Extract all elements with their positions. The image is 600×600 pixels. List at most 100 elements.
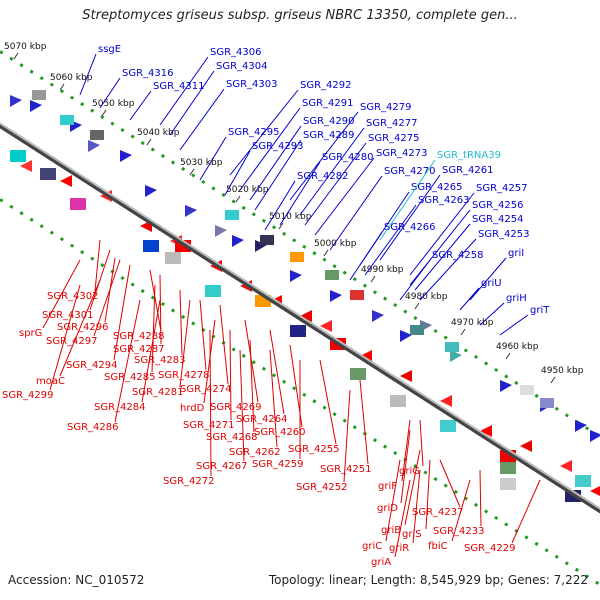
gene-label-sgr-4257[interactable]: SGR_4257 (476, 183, 528, 194)
gene-label-sgr-4260[interactable]: SGR_4260 (254, 427, 306, 438)
gene-label-sgr-4266[interactable]: SGR_4266 (384, 222, 436, 233)
gene-label-sgr-4264[interactable]: SGR_4264 (236, 414, 288, 425)
gene-label-sgr-4286[interactable]: SGR_4286 (67, 422, 119, 433)
scale-tick (101, 109, 107, 117)
leader-line (314, 157, 375, 236)
gene-label-sgr-4290[interactable]: SGR_4290 (303, 116, 355, 127)
gene-label-sgr-4304[interactable]: SGR_4304 (216, 61, 268, 72)
reverse-gene-block (60, 175, 72, 187)
gene-label-grid[interactable]: griD (377, 503, 398, 514)
gene-label-sgr-4267[interactable]: SGR_4267 (196, 461, 248, 472)
gene-label-sgr-4262[interactable]: SGR_4262 (229, 447, 281, 458)
gene-label-grih[interactable]: griH (506, 293, 527, 304)
forward-feature-rect (90, 130, 104, 140)
gene-label-sgr-4285[interactable]: SGR_4285 (104, 372, 156, 383)
gene-label-fbic[interactable]: fbiC (428, 541, 448, 552)
gene-label-sgr-4288[interactable]: SGR_4288 (113, 331, 165, 342)
gene-label-sgr-4255[interactable]: SGR_4255 (288, 444, 340, 455)
gene-label-grii[interactable]: griI (508, 248, 524, 259)
gene-label-sgr-4273[interactable]: SGR_4273 (376, 148, 428, 159)
gene-label-sgr-4233[interactable]: SGR_4233 (433, 526, 485, 537)
leader-line (385, 459, 401, 542)
gene-label-sgr-4296[interactable]: SGR_4296 (57, 322, 109, 333)
gene-label-sgr-4237[interactable]: SGR_4237 (412, 507, 464, 518)
gene-label-sgr-4278[interactable]: SGR_4278 (158, 370, 210, 381)
gene-label-sgr-4295[interactable]: SGR_4295 (228, 127, 280, 138)
leader-line (229, 89, 299, 176)
gene-label-grif[interactable]: griF (378, 481, 397, 492)
gene-label-sgr-4261[interactable]: SGR_4261 (442, 165, 494, 176)
gene-label-sgr-4275[interactable]: SGR_4275 (368, 133, 420, 144)
gene-label-hrdd[interactable]: hrdD (180, 403, 205, 414)
gene-label-sgr-4279[interactable]: SGR_4279 (360, 102, 412, 113)
gene-label-sgr-4293[interactable]: SGR_4293 (252, 141, 304, 152)
track-boundary-line (0, 197, 600, 587)
leader-line (401, 419, 411, 482)
forward-gene-block (185, 205, 197, 217)
gene-label-sgr-4270[interactable]: SGR_4270 (384, 166, 436, 177)
axis-shadow (0, 122, 600, 514)
gene-label-sgr-4229[interactable]: SGR_4229 (464, 543, 516, 554)
gene-label-sgr-4292[interactable]: SGR_4292 (300, 80, 352, 91)
gene-label-sgr-4251[interactable]: SGR_4251 (320, 464, 372, 475)
gene-label-sgr-4289[interactable]: SGR_4289 (303, 130, 355, 141)
gene-label-sgr-4268[interactable]: SGR_4268 (206, 432, 258, 443)
gene-features (10, 90, 600, 502)
gene-label-sgr-4254[interactable]: SGR_4254 (472, 214, 524, 225)
leader-line (203, 319, 216, 404)
gene-label-sgr-4265[interactable]: SGR_4265 (411, 182, 463, 193)
gene-label-grig[interactable]: griG (399, 466, 420, 477)
gene-label-sgr-4299[interactable]: SGR_4299 (2, 390, 54, 401)
gene-label-gria[interactable]: griA (371, 557, 391, 568)
gene-label-sgr-4252[interactable]: SGR_4252 (296, 482, 348, 493)
gene-label-sgr-4287[interactable]: SGR_4287 (113, 344, 165, 355)
gene-label-sgr-4277[interactable]: SGR_4277 (366, 118, 418, 129)
gene-label-gris[interactable]: griS (402, 529, 422, 540)
gene-label-sgr-4311[interactable]: SGR_4311 (153, 81, 205, 92)
gene-label-sgr-4281[interactable]: SGR_4281 (132, 387, 184, 398)
gene-label-gric[interactable]: griC (362, 541, 382, 552)
gene-label-griu[interactable]: griU (481, 278, 502, 289)
gene-label-sgr-4271[interactable]: SGR_4271 (183, 420, 235, 431)
gene-label-sgr-4258[interactable]: SGR_4258 (432, 250, 484, 261)
gene-label-sprg[interactable]: sprG (19, 328, 42, 339)
reverse-feature-rect (70, 198, 86, 210)
leader-line (479, 302, 505, 326)
gene-label-sgr-4283[interactable]: SGR_4283 (134, 355, 186, 366)
gene-label-grit[interactable]: griT (530, 305, 550, 316)
gene-label-sgr-4272[interactable]: SGR_4272 (163, 476, 215, 487)
gene-label-sgr-4269[interactable]: SGR_4269 (210, 402, 262, 413)
map-title: Streptomyces griseus subsp. griseus NBRC… (82, 8, 518, 23)
gene-label-sgr-4291[interactable]: SGR_4291 (302, 98, 354, 109)
forward-gene-labels[interactable]: ssgE SGR_4316 SGR_4306 SGR_4304 SGR_4311 SGR_… (79, 44, 550, 336)
gene-label-ssge[interactable]: ssgE (98, 44, 121, 55)
scale-label-5000-kbp: 5000 kbp (314, 239, 357, 249)
reverse-gene-block (320, 320, 332, 332)
gene-label-sgr-4263[interactable]: SGR_4263 (418, 195, 470, 206)
gene-label-moac[interactable]: moaC (36, 376, 65, 387)
gene-label-sgr-4256[interactable]: SGR_4256 (472, 200, 524, 211)
gene-label-sgr-4301[interactable]: SGR_4301 (42, 310, 94, 321)
gene-label-sgr-4284[interactable]: SGR_4284 (94, 402, 146, 413)
gene-label-grir[interactable]: griR (389, 543, 409, 554)
gene-label-sgr-4306[interactable]: SGR_4306 (210, 47, 262, 58)
scale-label-5010-kbp: 5010 kbp (269, 212, 312, 222)
gene-label-sgr-trna39[interactable]: SGR_tRNA39 (437, 150, 501, 161)
gene-label-sgr-4302[interactable]: SGR_4302 (47, 291, 99, 302)
gene-label-sgr-4316[interactable]: SGR_4316 (122, 68, 174, 79)
gene-label-sgr-4297[interactable]: SGR_4297 (46, 336, 98, 347)
gene-label-sgr-4253[interactable]: SGR_4253 (478, 229, 530, 240)
leader-line (59, 279, 101, 377)
gene-label-grib[interactable]: griB (381, 525, 401, 536)
gene-label-sgr-4303[interactable]: SGR_4303 (226, 79, 278, 90)
gene-label-sgr-4294[interactable]: SGR_4294 (66, 360, 118, 371)
gene-label-sgr-4259[interactable]: SGR_4259 (252, 459, 304, 470)
gene-label-sgr-4282[interactable]: SGR_4282 (297, 171, 349, 182)
leader-line (93, 259, 121, 337)
leader-line (364, 204, 417, 276)
leader-line (254, 139, 302, 211)
reverse-feature-rect (575, 475, 591, 487)
gene-label-sgr-4280[interactable]: SGR_4280 (322, 152, 374, 163)
